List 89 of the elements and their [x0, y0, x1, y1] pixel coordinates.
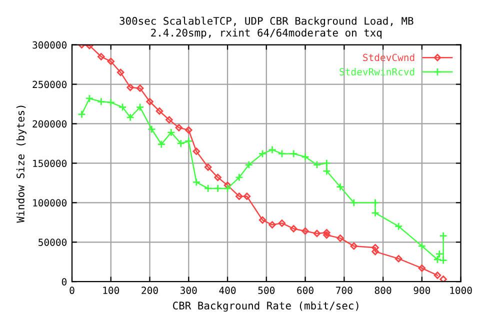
point: [313, 230, 321, 238]
x-tick-label: 900: [414, 286, 430, 294]
point: [371, 198, 380, 207]
point: [290, 225, 298, 232]
point: [243, 192, 251, 200]
x-tick-label: 100: [103, 286, 120, 294]
point: [236, 192, 243, 200]
y-tick-label: 50000: [38, 238, 67, 246]
y-tick-label: 250000: [32, 80, 67, 88]
point: [350, 198, 358, 207]
point: [312, 160, 322, 169]
point: [166, 116, 173, 124]
point: [439, 256, 448, 264]
point: [258, 150, 267, 158]
point: [336, 234, 344, 242]
point: [322, 159, 331, 168]
point: [214, 184, 222, 193]
point: [372, 244, 379, 252]
point: [107, 58, 115, 66]
point: [96, 97, 106, 106]
y-axis-title: Window Size (bytes): [16, 106, 26, 223]
x-tick-label: 700: [336, 286, 352, 294]
point: [418, 264, 426, 272]
point: [184, 136, 193, 146]
point: [323, 231, 330, 239]
x-tick-label: 0: [70, 286, 74, 294]
point: [268, 221, 276, 228]
y-tick-label: 100000: [33, 199, 67, 207]
point: [289, 150, 298, 158]
point: [394, 222, 403, 231]
point: [434, 272, 442, 279]
point: [302, 227, 309, 235]
point: [157, 140, 166, 148]
x-tick-label: 800: [374, 286, 392, 294]
point: [126, 84, 134, 92]
x-tick-label: 200: [142, 286, 158, 294]
point: [372, 248, 379, 256]
point: [258, 216, 266, 224]
point: [268, 146, 276, 154]
x-tick-label: 600: [297, 286, 314, 294]
x-tick-label: 500: [258, 286, 275, 294]
point: [116, 68, 124, 76]
point: [78, 110, 86, 118]
point: [439, 232, 448, 240]
chart-title: 300sec ScalableTCP, UDP CBR Background Load, MB 2.4.20smp, rxint 64/64moderate on txq: [120, 16, 414, 39]
point: [204, 164, 212, 171]
y-tick-label: 150000: [33, 160, 67, 168]
point: [185, 126, 192, 134]
y-tick-label: 200000: [32, 120, 67, 128]
point: [371, 208, 380, 218]
point: [192, 148, 200, 155]
point: [418, 242, 426, 250]
y-tick-label: 300000: [32, 41, 67, 49]
point: [156, 107, 164, 115]
legend-label: StdevCwnd: [363, 54, 414, 62]
y-tick-label: 0: [62, 278, 67, 286]
point: [166, 128, 176, 137]
point: [224, 182, 232, 189]
point: [235, 173, 244, 182]
point: [336, 182, 344, 192]
x-tick-label: 300: [180, 286, 197, 294]
x-tick-label: 400: [219, 286, 236, 294]
x-axis-title: CBR Background Rate (mbit/sec): [173, 301, 358, 312]
point: [192, 178, 201, 186]
point: [394, 255, 402, 262]
legend-label: StdevRwinRcvd: [340, 68, 414, 76]
point: [323, 229, 330, 236]
point: [148, 125, 156, 134]
point: [118, 102, 127, 112]
x-tick-label: 1000: [450, 286, 472, 294]
point: [175, 124, 183, 132]
point: [85, 94, 94, 103]
point: [98, 53, 105, 60]
point: [136, 84, 144, 92]
point: [214, 174, 222, 182]
point: [146, 98, 154, 106]
point: [126, 113, 134, 122]
point: [301, 152, 310, 162]
point: [176, 139, 186, 148]
point: [223, 184, 232, 193]
point: [278, 150, 286, 158]
point: [106, 98, 116, 107]
point: [136, 102, 144, 112]
point: [350, 242, 358, 250]
point: [322, 166, 331, 176]
point: [204, 184, 212, 193]
point: [244, 160, 254, 169]
point: [278, 220, 286, 227]
point: [440, 276, 447, 282]
